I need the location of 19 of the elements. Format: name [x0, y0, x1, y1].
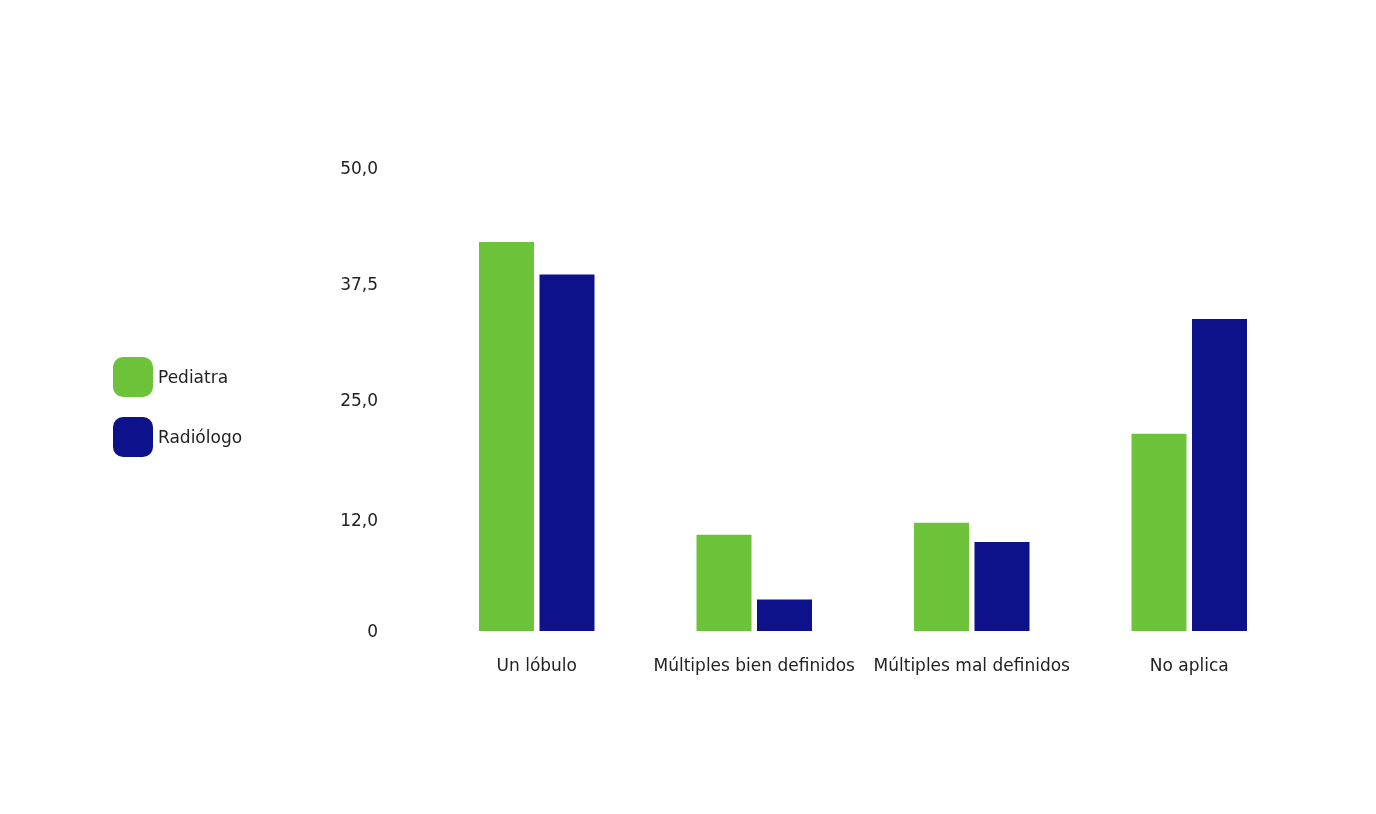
y-tick-label: 12,0	[340, 509, 378, 530]
bar	[539, 274, 595, 631]
x-tick-label: Múltiples bien definidos	[653, 654, 856, 675]
legend-label: Pediatra	[158, 367, 229, 387]
x-tick-label: No aplica	[1149, 654, 1229, 675]
bar	[1131, 433, 1187, 631]
bar	[1192, 318, 1247, 631]
y-tick-label: 50,0	[340, 158, 378, 178]
bar	[914, 522, 969, 631]
bar	[757, 599, 812, 631]
legend-label: Radiólogo	[158, 427, 243, 447]
x-tick-label: Múltiples mal definidos	[873, 654, 1071, 675]
bar	[696, 534, 752, 631]
x-tick-label: Un lóbulo	[496, 654, 577, 675]
y-tick-label: 25,0	[340, 389, 378, 410]
bar	[974, 542, 1030, 631]
bar	[479, 242, 534, 631]
y-tick-label: 0	[367, 621, 378, 641]
y-tick-label: 37,5	[340, 273, 378, 294]
